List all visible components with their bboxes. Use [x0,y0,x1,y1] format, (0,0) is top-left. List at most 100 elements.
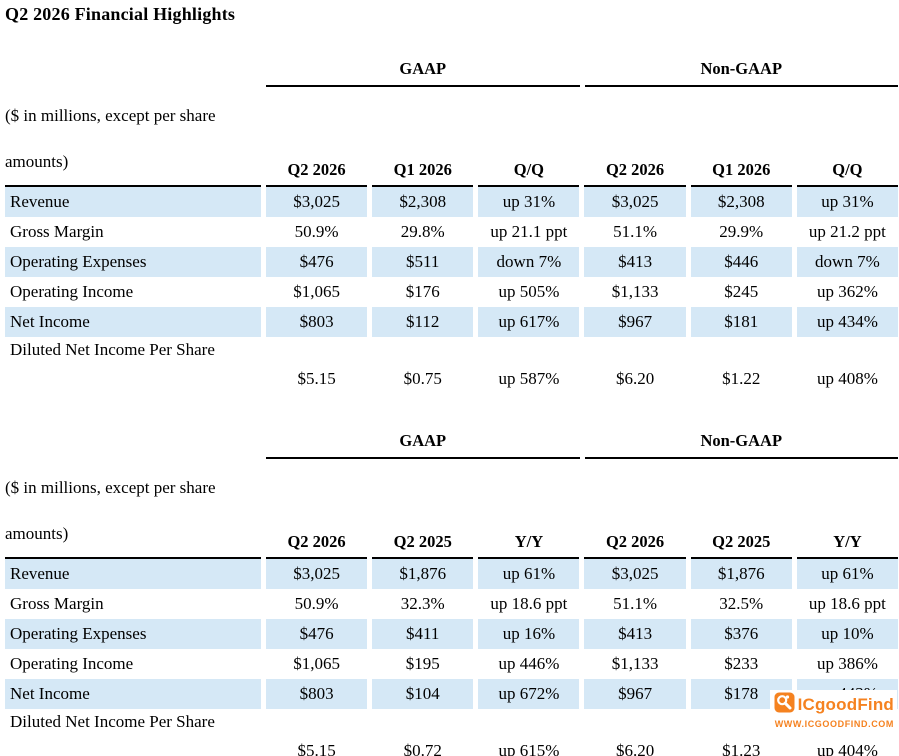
cell-nongaap-current: $1,133 [611,282,659,301]
cell-gaap-change: up 31% [478,187,580,217]
cell-gaap-prior: $1,876 [372,559,474,589]
cell-nongaap-prior: 32.5% [719,594,764,613]
column-header-nongaap-q2-2026: Q2 2026 [584,87,686,187]
row-label: Gross Margin [10,594,104,613]
cell-gaap-current: $3,025 [266,559,368,589]
cell-gaap-current: $476 [266,247,368,277]
cell-nongaap-prior: $446 [690,247,792,277]
cell-gaap-change: up 615% [498,741,560,756]
yoy-table: GAAP Non-GAAP ($ in millions, except per… [5,428,898,756]
qoq-gaap-group-header: GAAP [266,59,580,87]
qoq-non-gaap-group-header: Non-GAAP [584,59,898,87]
column-header-gaap-yy: Y/Y [478,459,580,559]
row-label: Diluted Net Income Per Share [10,340,215,359]
table-row: Diluted Net Income Per Share $5.15 $0.72… [5,709,898,756]
column-header-gaap-q2-2026: Q2 2026 [266,87,368,187]
cell-gaap-current: 50.9% [294,594,339,613]
cell-gaap-prior: $104 [372,679,474,709]
cell-gaap-current: $5.15 [297,741,336,756]
cell-nongaap-change: up 408% [816,369,878,388]
cell-nongaap-prior: $2,308 [690,187,792,217]
cell-nongaap-prior: $1.22 [722,369,761,388]
cell-gaap-change: up 21.1 ppt [490,222,568,241]
cell-gaap-current: $1,065 [293,282,340,301]
cell-nongaap-change: up 404% [816,741,878,756]
watermark: ICgoodFind WWW.ICGOODFIND.COM [769,690,897,730]
units-note-line2: amounts) [5,524,69,543]
cell-gaap-prior: $511 [372,247,474,277]
cell-gaap-current: $803 [266,679,368,709]
cell-gaap-prior: $411 [372,619,474,649]
table-row: Net Income $803 $112 up 617% $967 $181 u… [5,307,898,337]
cell-gaap-current: $3,025 [266,187,368,217]
cell-nongaap-current: $6.20 [615,741,655,756]
column-header-nongaap-q2-2026: Q2 2026 [584,459,686,559]
cell-nongaap-current: $413 [584,247,686,277]
cell-nongaap-prior: 29.9% [719,222,764,241]
cell-nongaap-current: $413 [584,619,686,649]
units-note-line1: ($ in millions, except per share [5,478,216,497]
cell-gaap-current: $5.15 [297,369,336,388]
column-header-nongaap-q2-2025: Q2 2025 [690,459,792,559]
cell-nongaap-prior: $181 [690,307,792,337]
cell-gaap-prior: 29.8% [400,222,445,241]
cell-gaap-change: up 18.6 ppt [490,594,568,613]
table-row: Revenue $3,025 $1,876 up 61% $3,025 $1,8… [5,559,898,589]
cell-gaap-current: $476 [266,619,368,649]
row-label: Diluted Net Income Per Share [10,712,215,731]
cell-nongaap-change: up 61% [796,559,898,589]
cell-gaap-change: down 7% [478,247,580,277]
row-label: Operating Expenses [5,619,261,649]
cell-gaap-prior: 32.3% [400,594,445,613]
yoy-column-header-row: ($ in millions, except per share amounts… [5,459,898,559]
cell-gaap-prior: $0.75 [403,369,442,388]
table-row: Gross Margin 50.9% 29.8% up 21.1 ppt 51.… [5,217,898,247]
column-header-gaap-q1-2026: Q1 2026 [372,87,474,187]
cell-gaap-prior: $2,308 [372,187,474,217]
table-row: Diluted Net Income Per Share $5.15 $0.75… [5,337,898,397]
table-row: Operating Expenses $476 $411 up 16% $413… [5,619,898,649]
column-header-nongaap-yy: Y/Y [796,459,898,559]
table-row: Gross Margin 50.9% 32.3% up 18.6 ppt 51.… [5,589,898,619]
cell-nongaap-prior: $245 [724,282,759,301]
cell-gaap-change: up 672% [478,679,580,709]
row-label: Operating Income [10,654,134,673]
cell-nongaap-current: 51.1% [613,222,658,241]
table-row: Operating Expenses $476 $511 down 7% $41… [5,247,898,277]
row-label: Revenue [5,559,261,589]
table-row: Net Income $803 $104 up 672% $967 $178 u… [5,679,898,709]
table-row: Operating Income $1,065 $195 up 446% $1,… [5,649,898,679]
cell-nongaap-prior: $1.23 [722,741,761,756]
cell-nongaap-change: up 10% [796,619,898,649]
cell-nongaap-change: up 434% [796,307,898,337]
cell-nongaap-current: $3,025 [584,187,686,217]
cell-nongaap-change: down 7% [796,247,898,277]
watermark-brand-text: ICgoodFind [797,695,894,714]
cell-gaap-current: $803 [266,307,368,337]
cell-nongaap-prior: $1,876 [690,559,792,589]
yoy-group-header-row: GAAP Non-GAAP [5,428,898,459]
cell-nongaap-current: $3,025 [584,559,686,589]
cell-gaap-change: up 16% [478,619,580,649]
cell-nongaap-prior: $376 [690,619,792,649]
cell-nongaap-change: up 21.2 ppt [808,222,886,241]
cell-gaap-change: up 505% [498,282,560,301]
cell-gaap-change: up 617% [478,307,580,337]
qoq-column-header-row: ($ in millions, except per share amounts… [5,87,898,187]
cell-nongaap-prior: $233 [724,654,759,673]
cell-gaap-current: $1,065 [293,654,340,673]
cell-nongaap-current: $967 [584,307,686,337]
cell-gaap-prior: $0.72 [403,741,442,756]
units-note: ($ in millions, except per share amounts… [5,459,261,559]
cell-nongaap-change: up 386% [816,654,878,673]
table-row: Revenue $3,025 $2,308 up 31% $3,025 $2,3… [5,187,898,217]
units-note-line2: amounts) [5,152,69,171]
page-title: Q2 2026 Financial Highlights [5,4,236,24]
qoq-table-body: Revenue $3,025 $2,308 up 31% $3,025 $2,3… [5,187,898,397]
yoy-gaap-group-header: GAAP [266,431,580,459]
cell-nongaap-current: 51.1% [613,594,658,613]
row-label: Net Income [5,307,261,337]
units-note-line1: ($ in millions, except per share [5,106,216,125]
yoy-table-body: Revenue $3,025 $1,876 up 61% $3,025 $1,8… [5,559,898,756]
cell-nongaap-change: up 18.6 ppt [808,594,886,613]
